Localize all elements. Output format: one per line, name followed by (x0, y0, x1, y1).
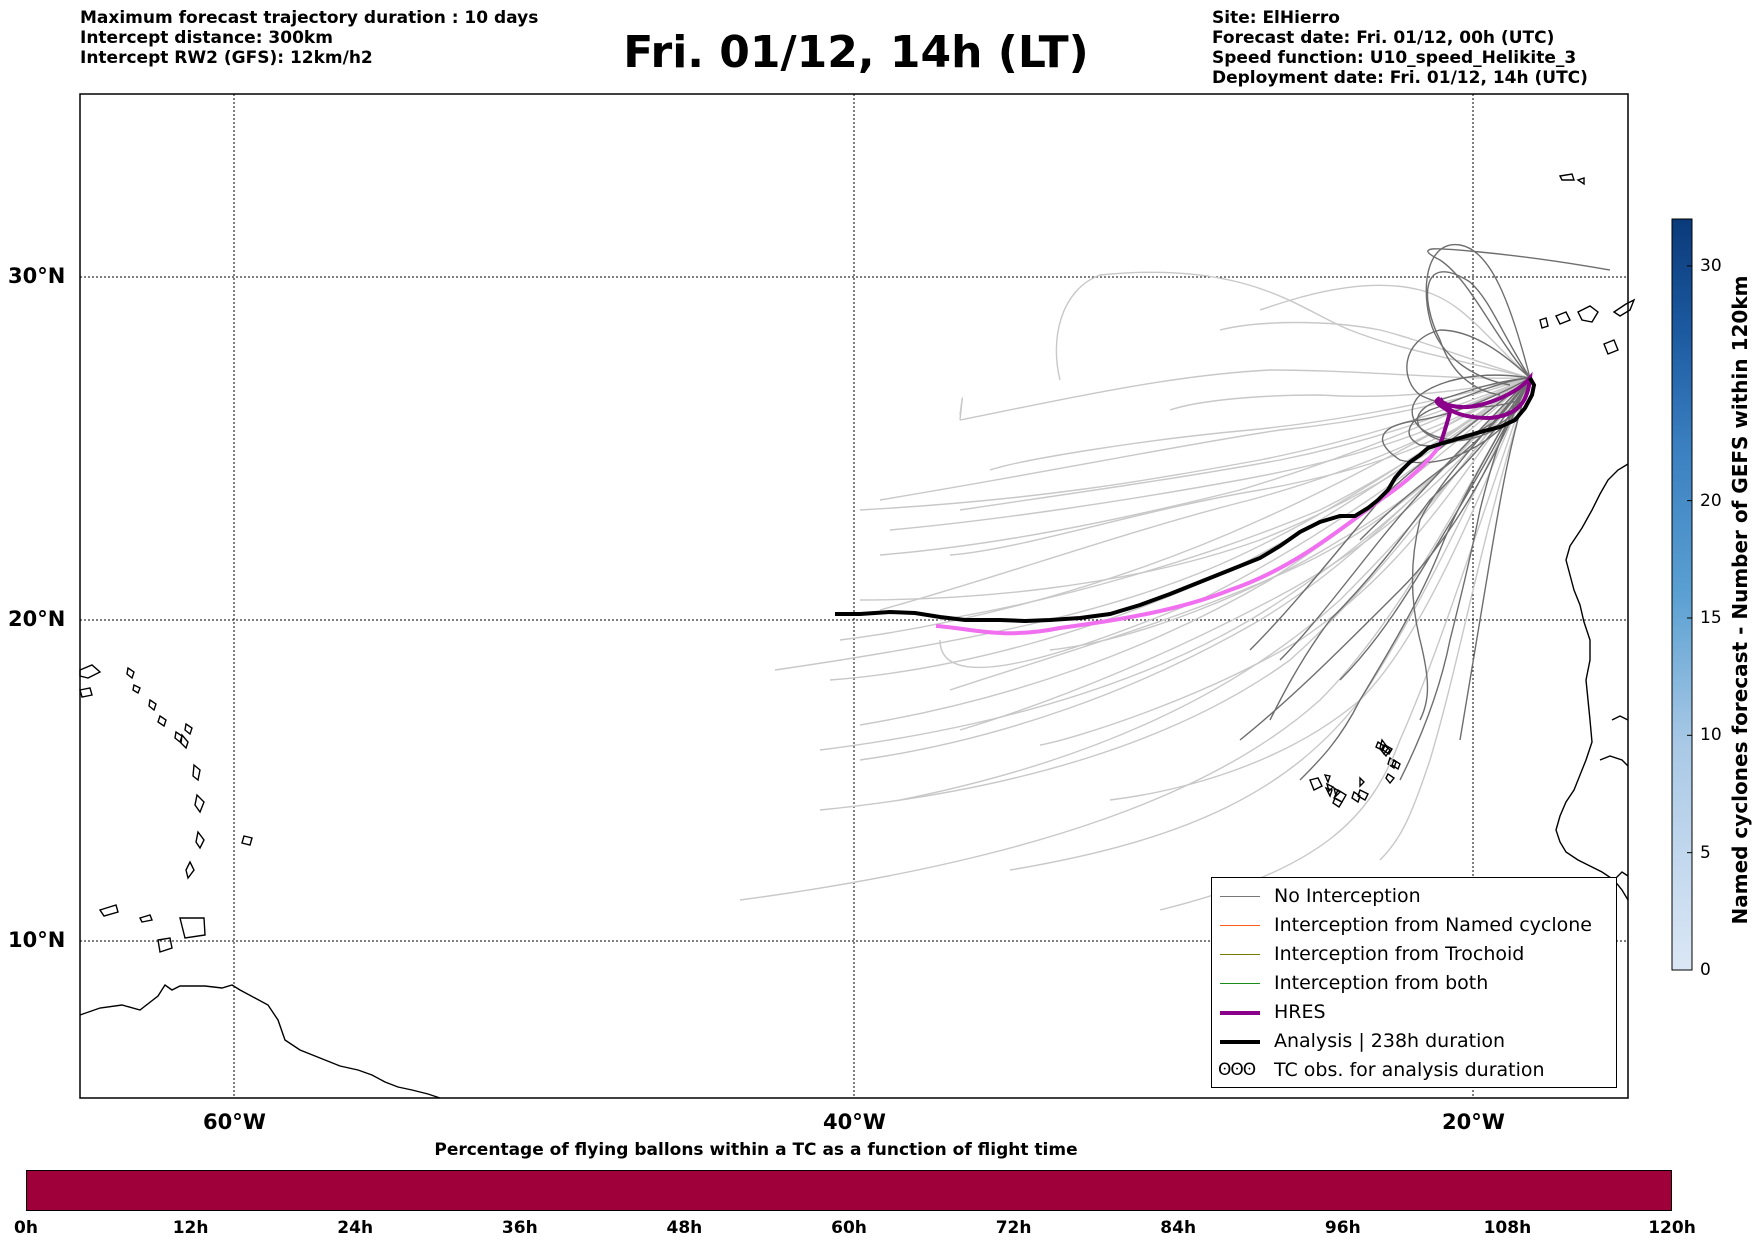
coast-trinidad (157, 937, 173, 953)
page-title: Fri. 01/12, 14h (LT) (623, 27, 1089, 78)
header-left-line-3: Intercept RW2 (GFS): 12km/h2 (80, 48, 373, 68)
lon-label-20w: 20°W (1442, 1110, 1505, 1134)
tc-tick-label: 24h (337, 1218, 374, 1238)
legend-item-trochoid: Interception from Trochoid (1212, 940, 1616, 969)
tc-bar (26, 1170, 1672, 1211)
colorbar-tick-label: 10 (1700, 725, 1722, 746)
legend-item-no-interception: No Interception (1212, 882, 1616, 911)
header-right-line-4: Deployment date: Fri. 01/12, 14h (UTC) (1212, 68, 1588, 88)
tc-tick-label: 0h (14, 1218, 38, 1238)
colorbar-ticks (1687, 265, 1692, 971)
analysis-trajectory (835, 377, 1537, 624)
lat-label-10n: 10°N (8, 928, 66, 952)
cyclone-symbols-icon: ʘʘʘ (1218, 1060, 1256, 1080)
map-frame (79, 93, 1629, 1099)
header-right-line-2: Forecast date: Fri. 01/12, 00h (UTC) (1212, 28, 1555, 48)
tc-tick-label: 60h (831, 1218, 867, 1238)
legend-item-named-cyclone: Interception from Named cyclone (1212, 911, 1616, 940)
gray-line-icon (1220, 896, 1260, 897)
legend-item-both: Interception from both (1212, 969, 1616, 998)
tc-tick-label: 48h (666, 1218, 703, 1238)
colorbar-tick-label: 20 (1700, 490, 1722, 511)
orange-line-icon (1220, 925, 1260, 926)
tc-tick-label: 108h (1483, 1218, 1532, 1238)
coast-caribbean-north (79, 664, 253, 846)
tc-tick-label: 72h (995, 1218, 1032, 1238)
coast-cape-verde-south (1323, 743, 1391, 798)
colorbar-tick-label: 0 (1700, 960, 1711, 980)
header-left-line-2: Intercept distance: 300km (80, 28, 333, 48)
header-left: Maximum forecast trajectory duration : 1… (80, 8, 538, 68)
light-trajectories (739, 271, 1531, 911)
lon-label-60w: 60°W (203, 1110, 266, 1134)
analysis-pink-trajectory (935, 443, 1442, 636)
black-thick-line-icon (1220, 1040, 1260, 1044)
coast-canaries (1539, 298, 1636, 355)
coast-madeira (1558, 173, 1585, 186)
tc-tick-label: 84h (1160, 1218, 1197, 1238)
coast-south-america (79, 984, 441, 1099)
colorbar (1671, 218, 1693, 971)
dark-trajectories (1239, 244, 1611, 781)
lat-label-20n: 20°N (8, 607, 66, 631)
lon-label-40w: 40°W (823, 1110, 886, 1134)
tc-tick-label: 12h (172, 1218, 209, 1238)
legend: No Interception Interception from Named … (1211, 877, 1617, 1088)
tc-bar-title: Percentage of flying ballons within a TC… (434, 1140, 1078, 1160)
colorbar-label: Named cyclones forecast - Number of GEFS… (1728, 275, 1752, 925)
legend-item-hres: HRES (1212, 998, 1616, 1027)
coast-venezuela-islands (98, 904, 206, 939)
coastlines (79, 173, 1636, 1099)
header-right-line-3: Speed function: U10_speed_Helikite_3 (1212, 48, 1577, 68)
purple-thick-line-icon (1220, 1011, 1260, 1015)
tc-tick-label: 120h (1648, 1218, 1696, 1238)
header-left-line-1: Maximum forecast trajectory duration : 1… (80, 8, 539, 28)
green-line-icon (1220, 983, 1260, 984)
legend-item-analysis: Analysis | 238h duration (1212, 1027, 1616, 1056)
colorbar-tick-label: 15 (1700, 607, 1722, 628)
tc-tick-label: 36h (501, 1218, 538, 1238)
colorbar-tick-label: 30 (1700, 255, 1722, 276)
coast-west-africa-right (1599, 715, 1629, 879)
legend-item-tc-obs: ʘʘʘ TC obs. for analysis duration (1212, 1056, 1616, 1085)
coast-africa (1555, 463, 1629, 901)
olive-line-icon (1220, 954, 1260, 955)
coast-lesser-antilles (180, 722, 205, 880)
header-right-line-1: Site: ElHierro (1212, 8, 1340, 28)
colorbar-tick-label: 5 (1700, 842, 1711, 863)
coast-cape-verde-group (1332, 740, 1401, 808)
tc-tick-label: 96h (1324, 1218, 1361, 1238)
lat-label-30n: 30°N (8, 264, 66, 288)
header-right: Site: ElHierro Forecast date: Fri. 01/12… (1212, 8, 1588, 88)
